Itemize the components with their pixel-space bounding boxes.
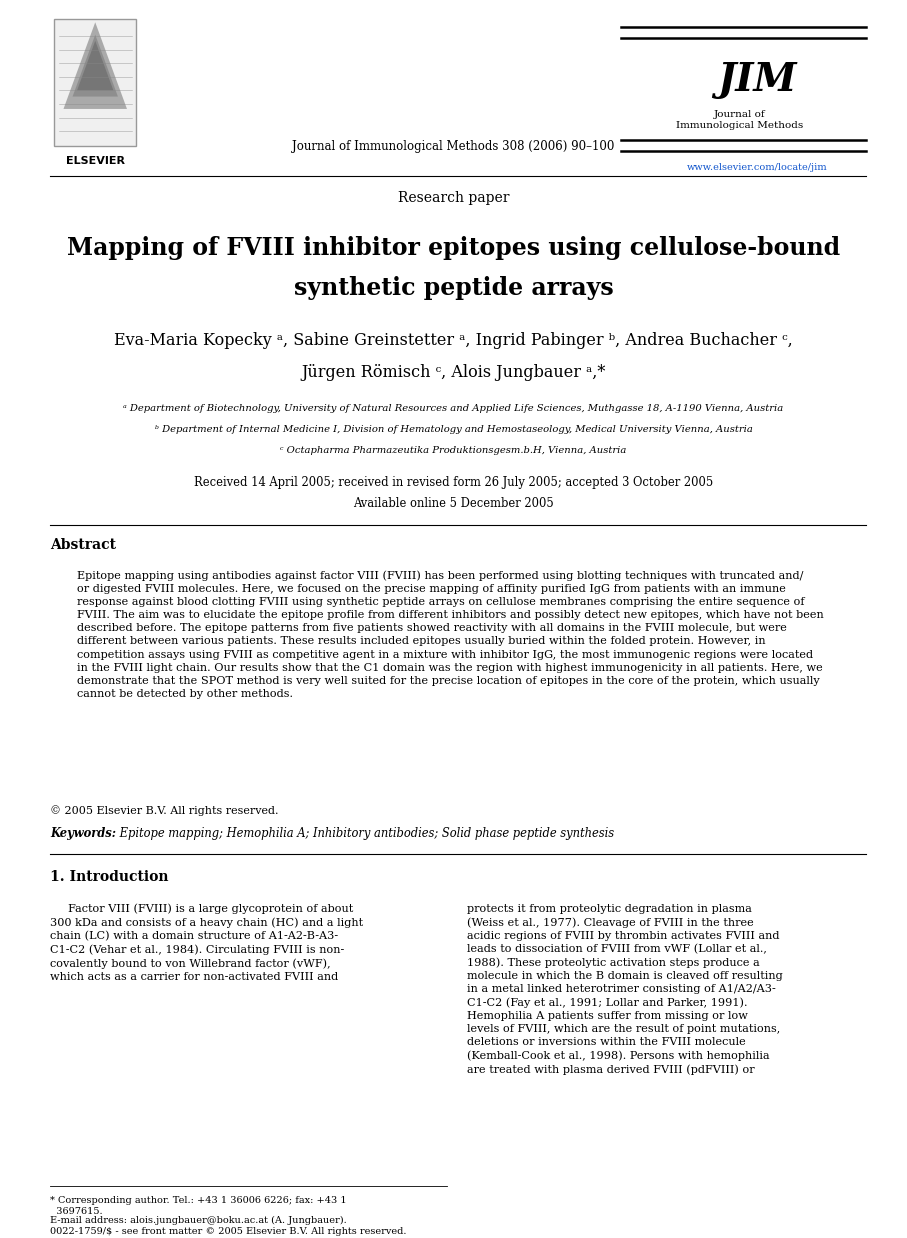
Text: Journal of Immunological Methods 308 (2006) 90–100: Journal of Immunological Methods 308 (20… <box>292 140 615 152</box>
Text: Journal of
Immunological Methods: Journal of Immunological Methods <box>676 110 803 130</box>
Text: JIM: JIM <box>717 62 797 99</box>
Text: 1. Introduction: 1. Introduction <box>50 869 169 884</box>
Text: Received 14 April 2005; received in revised form 26 July 2005; accepted 3 Octobe: Received 14 April 2005; received in revi… <box>194 477 713 489</box>
Text: www.elsevier.com/locate/jim: www.elsevier.com/locate/jim <box>687 162 828 172</box>
Text: Factor VIII (FVIII) is a large glycoprotein of about
300 kDa and consists of a h: Factor VIII (FVIII) is a large glycoprot… <box>50 904 363 982</box>
Polygon shape <box>77 41 113 90</box>
Text: synthetic peptide arrays: synthetic peptide arrays <box>294 276 613 301</box>
Polygon shape <box>73 35 118 97</box>
Polygon shape <box>63 22 127 109</box>
Text: Epitope mapping using antibodies against factor VIII (FVIII) has been performed : Epitope mapping using antibodies against… <box>77 571 824 698</box>
Text: E-mail address: alois.jungbauer@boku.ac.at (A. Jungbauer).: E-mail address: alois.jungbauer@boku.ac.… <box>50 1216 346 1224</box>
Text: ᶜ Octapharma Pharmazeutika Produktionsgesm.b.H, Vienna, Austria: ᶜ Octapharma Pharmazeutika Produktionsge… <box>280 446 627 456</box>
Text: * Corresponding author. Tel.: +43 1 36006 6226; fax: +43 1
  3697615.: * Corresponding author. Tel.: +43 1 3600… <box>50 1196 346 1216</box>
Bar <box>54 19 136 146</box>
Text: Epitope mapping; Hemophilia A; Inhibitory antibodies; Solid phase peptide synthe: Epitope mapping; Hemophilia A; Inhibitor… <box>116 827 614 839</box>
Text: protects it from proteolytic degradation in plasma
(Weiss et al., 1977). Cleavag: protects it from proteolytic degradation… <box>467 904 783 1075</box>
Text: Mapping of FVIII inhibitor epitopes using cellulose-bound: Mapping of FVIII inhibitor epitopes usin… <box>67 235 840 260</box>
Text: Jürgen Römisch ᶜ, Alois Jungbauer ᵃ,*: Jürgen Römisch ᶜ, Alois Jungbauer ᵃ,* <box>301 364 606 381</box>
Text: Eva-Maria Kopecky ᵃ, Sabine Greinstetter ᵃ, Ingrid Pabinger ᵇ, Andrea Buchacher : Eva-Maria Kopecky ᵃ, Sabine Greinstetter… <box>114 332 793 349</box>
Text: © 2005 Elsevier B.V. All rights reserved.: © 2005 Elsevier B.V. All rights reserved… <box>50 806 278 816</box>
Text: 0022-1759/$ - see front matter © 2005 Elsevier B.V. All rights reserved.: 0022-1759/$ - see front matter © 2005 El… <box>50 1227 406 1236</box>
Text: Research paper: Research paper <box>398 191 509 206</box>
Text: ᵇ Department of Internal Medicine I, Division of Hematology and Hemostaseology, : ᵇ Department of Internal Medicine I, Div… <box>154 425 753 435</box>
Text: Available online 5 December 2005: Available online 5 December 2005 <box>353 498 554 510</box>
Text: ELSEVIER: ELSEVIER <box>65 156 125 166</box>
Text: Keywords:: Keywords: <box>50 827 116 839</box>
Text: ᵃ Department of Biotechnology, University of Natural Resources and Applied Life : ᵃ Department of Biotechnology, Universit… <box>123 404 784 413</box>
Text: Abstract: Abstract <box>50 537 116 552</box>
